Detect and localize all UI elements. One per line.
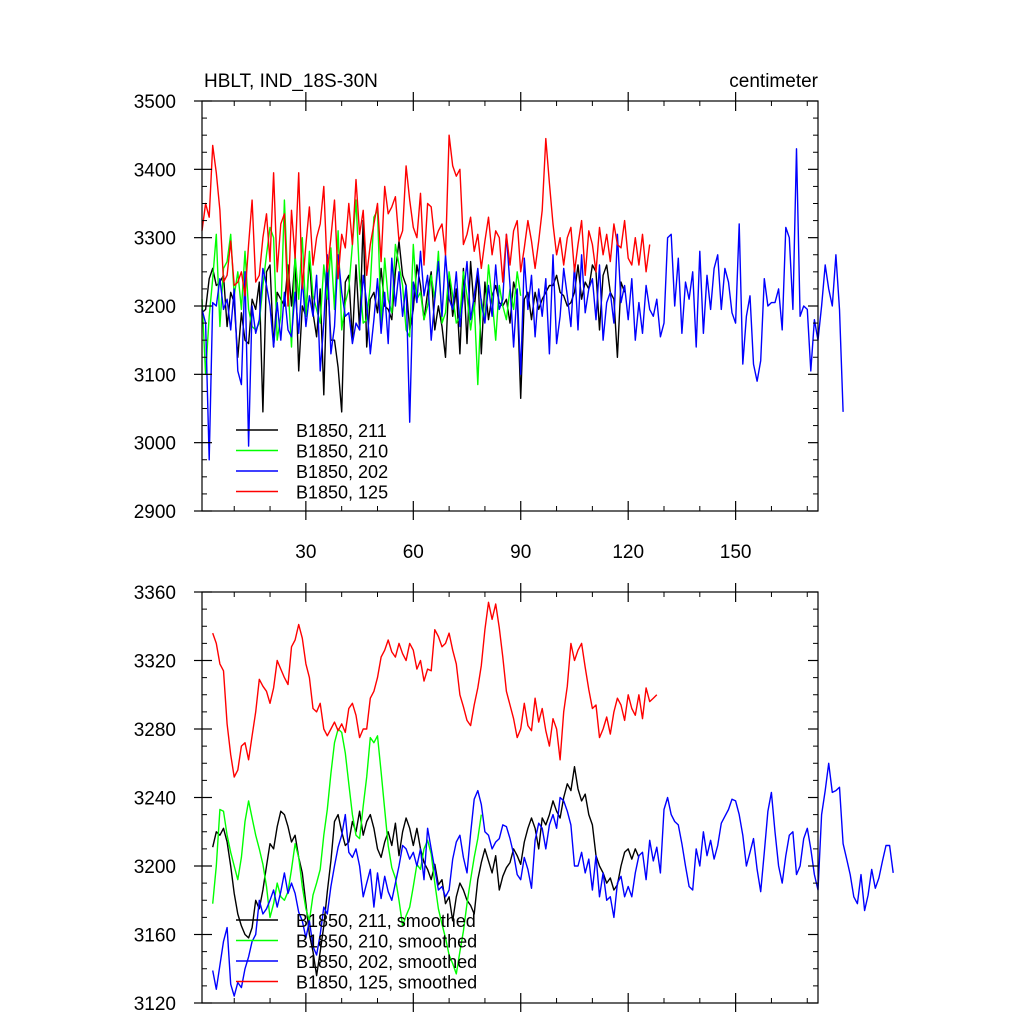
series-line-4 (212, 601, 658, 778)
y-tick-label: 2900 (134, 502, 176, 523)
y-tick-label: 3360 (134, 583, 176, 604)
x-tick-label: 90 (510, 542, 531, 563)
y-tick-label: 3120 (134, 994, 176, 1015)
legend-label-2: B1850, 210, smoothed (296, 932, 477, 952)
y-tick-label: 3320 (134, 652, 176, 673)
y-tick-label: 3200 (134, 297, 176, 318)
figure-title: HBLT, IND_18S-30N (204, 71, 378, 92)
y-tick-label: 3100 (134, 365, 176, 386)
x-tick-label: 60 (403, 542, 424, 563)
legend-label-3: B1850, 202, smoothed (296, 952, 477, 972)
legend-label-1: B1850, 211, smoothed (296, 911, 476, 931)
x-tick-label: 30 (295, 542, 316, 563)
legend-label-3: B1850, 202 (296, 462, 388, 482)
legend-label-1: B1850, 211 (296, 421, 387, 441)
series-line-2 (212, 728, 482, 975)
x-tick-label: 120 (612, 542, 644, 563)
series-line-3 (201, 148, 844, 461)
y-tick-label: 3160 (134, 926, 176, 947)
x-tick-label: 150 (720, 542, 752, 563)
series-line-3 (212, 762, 894, 997)
y-tick-label: 3280 (134, 720, 176, 741)
legend-label-4: B1850, 125, smoothed (296, 973, 477, 993)
series-line-4 (201, 134, 651, 307)
units-label: centimeter (729, 71, 818, 92)
y-tick-label: 3500 (134, 92, 176, 113)
y-tick-label: 3300 (134, 229, 176, 250)
chart-panel-1: 2900 3000 3100 3200 3300 3400 3500 30 60 90 120 150… (134, 92, 844, 563)
plot-frame (201, 591, 819, 1004)
chart-panel-2: 3120 3160 3200 3240 3280 3320 3360 B1850, 211, … (134, 583, 894, 1015)
y-tick-label: 3400 (134, 160, 176, 181)
y-tick-label: 3000 (134, 434, 176, 455)
y-tick-label: 3240 (134, 789, 176, 810)
legend-label-4: B1850, 125 (296, 483, 388, 503)
y-tick-label: 3200 (134, 857, 176, 878)
legend-label-2: B1850, 210 (296, 442, 388, 462)
series-line-1 (212, 766, 640, 977)
